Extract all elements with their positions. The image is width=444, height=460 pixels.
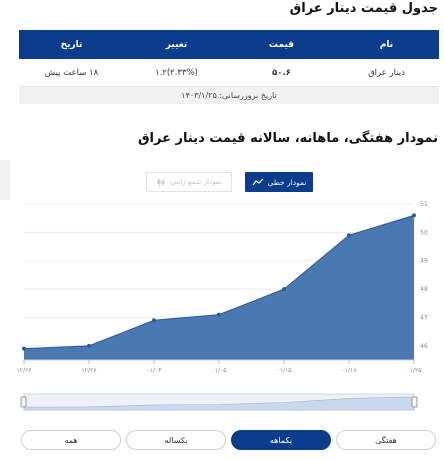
x-axis-labels: ۱۲/۲۶ ۱۲/۲۷ ۰۱/۰۴ ۰۱/۰۵ ۰۱/۱۵ ۰۱/۱۸ ۰۱/۲۵	[17, 359, 422, 374]
x-tick-label: ۰۱/۲۵	[407, 367, 422, 374]
y-tick-label: 50	[420, 229, 428, 236]
cell-name: دینار عراق	[368, 67, 405, 78]
navigator-handle-right	[411, 396, 418, 408]
data-point	[152, 318, 156, 323]
cell-date: ۱۸ ساعت پیش	[44, 67, 99, 78]
x-tick-label: ۱۲/۲۶	[17, 367, 32, 374]
range-all-button[interactable]: همه	[21, 430, 121, 450]
data-point	[282, 287, 286, 292]
x-tick-label: ۰۱/۰۵	[212, 367, 227, 374]
update-date: تاریخ بروزرسانی: ۱۴۰۳/۱/۲۵	[19, 87, 439, 104]
table-row: دینار عراق ۵۰.۶ ۱.۲(۲.۳۳%) ۱۸ ساعت پیش	[19, 59, 439, 87]
data-point	[412, 213, 416, 218]
data-point	[22, 346, 26, 351]
y-tick-label: 46	[420, 343, 428, 350]
range-yearly-button[interactable]: یکساله	[126, 430, 226, 450]
chart-title: نمودار هفتگی، ماهانه، سالانه قیمت دینار …	[137, 131, 438, 146]
line-chart-button[interactable]: نمودار خطی	[245, 172, 313, 192]
table-title: جدول قیمت دینار عراق	[289, 1, 438, 16]
cell-price: ۵۰.۶	[272, 67, 291, 78]
y-tick-label: 49	[420, 258, 428, 265]
candlestick-icon	[157, 177, 165, 187]
data-point	[87, 343, 91, 348]
header-price: قیمت	[268, 39, 295, 50]
candlestick-label: نمودار شمع ژاپنی	[170, 178, 222, 186]
y-axis-labels: 46 47 48 49 50 51	[420, 201, 428, 350]
navigator-handle-left	[20, 396, 27, 408]
header-change: تغییر	[165, 39, 188, 50]
line-chart-icon	[252, 178, 264, 186]
y-tick-label: 47	[420, 314, 428, 321]
header-date: تاریخ	[60, 39, 83, 50]
header-name: نام	[379, 39, 394, 50]
side-strip	[0, 160, 10, 200]
chart-area	[22, 213, 416, 360]
candlestick-button[interactable]: نمودار شمع ژاپنی	[146, 172, 232, 192]
x-tick-label: ۰۱/۰۴	[147, 367, 162, 374]
data-point	[347, 233, 351, 238]
area-fill	[24, 215, 414, 360]
y-tick-label: 51	[420, 201, 428, 208]
y-tick-label: 48	[420, 286, 428, 293]
range-navigator[interactable]	[20, 393, 418, 411]
table-header: نام قیمت تغییر تاریخ	[19, 30, 439, 59]
price-table: نام قیمت تغییر تاریخ دینار عراق ۵۰.۶ ۱.۲…	[19, 30, 439, 104]
data-point	[217, 312, 221, 317]
line-chart-label: نمودار خطی	[267, 177, 307, 187]
x-tick-label: ۰۱/۱۵	[277, 367, 292, 374]
range-weekly-button[interactable]: هفتگی	[336, 430, 436, 450]
x-tick-label: ۱۲/۲۷	[82, 367, 98, 374]
x-tick-label: ۰۱/۱۸	[342, 367, 358, 374]
cell-change: ۱.۲(۲.۳۳%)	[155, 67, 198, 78]
price-area-chart: 46 47 48 49 50 51 ۱۲/۲۶ ۱۲/۲۷ ۰۱/۰۴ ۰۱/۰۵ ۰۱/۱۵ ۰۱…	[17, 201, 428, 411]
range-monthly-button[interactable]: یکماهه	[231, 430, 331, 450]
